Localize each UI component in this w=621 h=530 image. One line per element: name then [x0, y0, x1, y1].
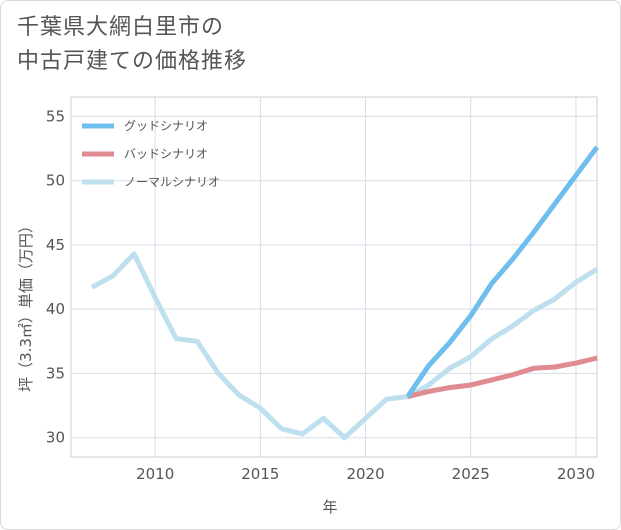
series-line-1 [405, 145, 600, 399]
y-tick-label: 40 [46, 300, 65, 318]
y-axis-title: 坪（3.3㎡）単価（万円） [17, 218, 35, 392]
y-tick-label: 35 [46, 364, 65, 382]
series-line-3 [90, 251, 599, 441]
series-line-2 [407, 355, 598, 400]
chart-title: 千葉県大網白里市の 中古戸建ての価格推移 [17, 11, 247, 79]
y-tick-label: 50 [46, 172, 65, 190]
chart-title-line2: 中古戸建ての価格推移 [17, 49, 248, 74]
y-tick-label: 55 [46, 107, 65, 125]
x-tick-label: 2025 [452, 465, 490, 483]
legend-label: ノーマルシナリオ [124, 175, 220, 189]
x-tick-label: 2010 [136, 465, 174, 483]
plot-area [70, 96, 598, 458]
legend-label: グッドシナリオ [124, 119, 208, 133]
x-axis-title: 年 [322, 498, 337, 516]
y-tick-label: 45 [46, 236, 65, 254]
x-tick-label: 2015 [241, 465, 279, 483]
x-tick-label: 2030 [557, 465, 595, 483]
x-tick-label: 2020 [346, 465, 384, 483]
y-tick-label: 30 [46, 429, 65, 447]
legend-label: バッドシナリオ [124, 147, 208, 161]
chart-title-line1: 千葉県大網白里市の [17, 15, 225, 40]
